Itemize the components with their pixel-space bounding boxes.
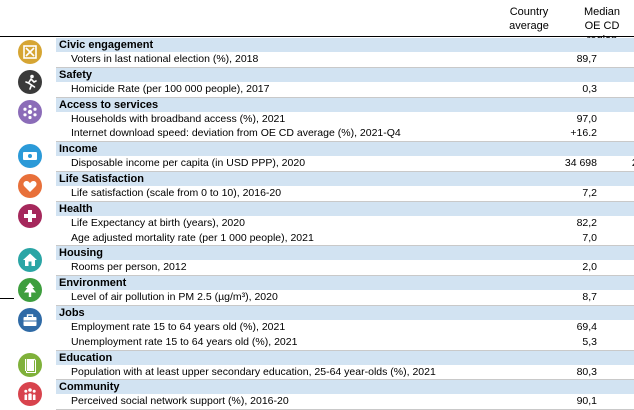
ballot-box-icon	[18, 40, 42, 64]
median-oecd-value: 5,8	[604, 335, 634, 350]
table-row: Rooms per person, 2012 2,0 1,7	[56, 260, 634, 277]
people-icon	[18, 382, 42, 407]
median-oecd-value: 90,6	[604, 394, 634, 409]
indicator-label: Homicide Rate (per 100 000 people), 2017	[71, 82, 270, 95]
country-average-value: 7,2	[582, 186, 597, 199]
section-health: Health Life Expectancy at birth (years), …	[0, 201, 634, 247]
medical-cross-icon	[18, 203, 42, 228]
median-oecd-value: 1,4	[604, 82, 634, 97]
indicator-label: Voters in last national election (%), 20…	[71, 53, 259, 65]
header-divider	[0, 36, 634, 37]
margin-tick	[0, 298, 14, 299]
country-average-value: 8,7	[582, 291, 597, 304]
country-average-value: 89,7	[576, 53, 597, 65]
country-average-value: 5,3	[582, 335, 597, 348]
table-row: Population with at least upper secondary…	[56, 365, 634, 381]
table-row: Unemployment rate 15 to 64 years old (%)…	[56, 335, 634, 351]
table-row: Homicide Rate (per 100 000 people), 2017…	[56, 82, 634, 98]
median-oecd-value: 68,6	[604, 320, 634, 335]
briefcase-icon	[18, 307, 42, 332]
section-access-to-services: Access to services Households with broadb…	[0, 97, 634, 143]
section-title: Access to services	[56, 97, 634, 112]
indicator-label: Age adjusted mortality rate (per 1 000 p…	[71, 231, 314, 244]
section-civic-engagement: Civic engagement Voters in last national …	[0, 38, 634, 68]
country-average-value: 7,0	[582, 231, 597, 244]
indicator-label: Life Expectancy at birth (years), 2020	[71, 216, 245, 229]
country-average-value: 82,2	[576, 216, 597, 229]
median-oecd-value: 20 616	[604, 156, 634, 171]
country-average-value: +16.2	[570, 127, 597, 140]
table-row: Life Expectancy at birth (years), 2020 82…	[56, 216, 634, 231]
running-person-icon	[18, 69, 42, 94]
section-environment: Environment Level of air pollution in PM …	[0, 276, 634, 306]
indicator-label: Population with at least upper secondary…	[71, 365, 436, 378]
section-community: Community Perceived social network suppor…	[0, 380, 634, 410]
table-row: Age adjusted mortality rate (per 1 000 p…	[56, 231, 634, 247]
section-education: Education Population with at least upper …	[0, 350, 634, 381]
indicator-label: Perceived social network support (%), 20…	[71, 395, 289, 408]
country-average-value: 69,4	[576, 320, 597, 333]
section-title: Health	[56, 201, 634, 216]
section-title: Environment	[56, 276, 634, 291]
indicator-label: Level of air pollution in PM 2.5 (µg/m³)…	[71, 291, 278, 304]
median-oecd-value: 1,7	[604, 260, 634, 275]
table-row: Internet download speed: deviation from …	[56, 126, 634, 143]
indicator-label: Households with broadband access (%), 20…	[71, 112, 286, 125]
section-title: Education	[56, 350, 634, 365]
country-average-value: 2,0	[582, 261, 597, 274]
house-icon	[18, 248, 42, 273]
table-row: Perceived social network support (%), 20…	[56, 394, 634, 410]
table-row: Employment rate 15 to 64 years old (%), …	[56, 320, 634, 335]
table-row: Voters in last national election (%), 20…	[56, 52, 634, 68]
table-header: Country average Median OE CD region	[0, 0, 634, 46]
section-life-satisfaction: Life Satisfaction Life satisfaction (scal…	[0, 171, 634, 202]
section-title: Life Satisfaction	[56, 171, 634, 186]
indicator-label: Employment rate 15 to 64 years old (%), …	[71, 320, 286, 333]
banknote-icon	[18, 144, 42, 169]
table-row: Level of air pollution in PM 2.5 (µg/m³)…	[56, 290, 634, 306]
indicator-label: Rooms per person, 2012	[71, 261, 187, 274]
section-jobs: Jobs Employment rate 15 to 64 years old (…	[0, 305, 634, 351]
services-dots-icon	[18, 99, 42, 124]
median-oecd-value: 80,3	[604, 216, 634, 231]
section-safety: Safety Homicide Rate (per 100 000 people)…	[0, 67, 634, 98]
country-average-value: 0,3	[582, 82, 597, 95]
section-title: Civic engagement	[56, 38, 634, 52]
country-average-header-text: Country average	[509, 6, 549, 32]
book-icon	[18, 352, 42, 377]
section-title: Safety	[56, 67, 634, 82]
section-title: Jobs	[56, 305, 634, 320]
indicator-label: Disposable income per capita (in USD PPP…	[71, 157, 306, 170]
country-average-value: 80,3	[576, 365, 597, 378]
country-average-value: 34 698	[564, 157, 597, 170]
tree-icon	[18, 278, 42, 303]
wellbeing-table: Civic engagement Voters in last national …	[0, 38, 634, 410]
indicator-label: Unemployment rate 15 to 64 years old (%)…	[71, 335, 298, 348]
median-oecd-value: 80,4	[604, 365, 634, 380]
section-title: Community	[56, 380, 634, 395]
country-average-value: 97,0	[576, 112, 597, 125]
table-row: Life satisfaction (scale from 0 to 10), …	[56, 186, 634, 202]
median-oecd-value: 8,0	[604, 231, 634, 246]
table-row: Disposable income per capita (in USD PPP…	[56, 156, 634, 172]
section-title: Housing	[56, 246, 634, 261]
section-title: Income	[56, 142, 634, 157]
country-average-header: Country average	[500, 5, 558, 33]
median-oecd-value: 66,8	[604, 52, 634, 67]
indicator-label: Internet download speed: deviation from …	[71, 127, 401, 140]
heart-icon	[18, 173, 42, 198]
median-oecd-value: 86,0	[604, 112, 634, 127]
table-row: Households with broadband access (%), 20…	[56, 112, 634, 127]
median-oecd-value: 6,6	[604, 186, 634, 201]
section-income: Income Disposable income per capita (in U…	[0, 142, 634, 172]
indicator-label: Life satisfaction (scale from 0 to 10), …	[71, 186, 282, 199]
median-oecd-value: ..	[604, 126, 634, 141]
country-average-value: 90,1	[576, 395, 597, 408]
median-oecd-value: 10,8	[604, 290, 634, 305]
